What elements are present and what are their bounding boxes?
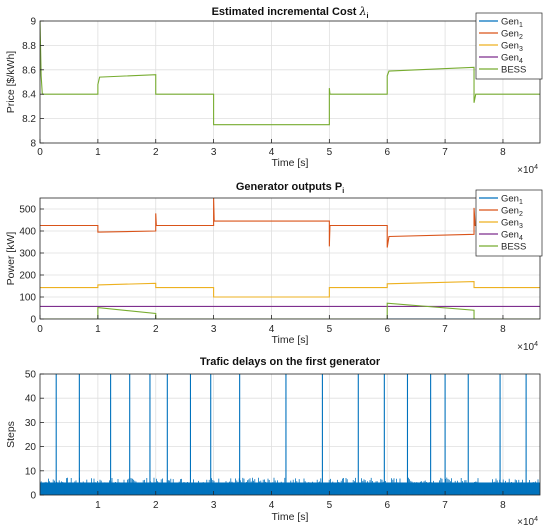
x-tick-label: 2 [153,147,159,158]
x-axis-label: Time [s] [272,334,309,346]
x-exponent-label: ×104 [517,341,538,353]
chart-title: Generator outputs Pi [236,181,344,195]
axes-box [39,373,541,496]
y-tick-label: 0 [30,315,36,326]
x-tick-label: 7 [442,324,448,335]
chart-panel-1: 0 1 2 3 4 5 6 7 8 8 8.2 8.4 8.6 8.8 9 ×104 Time [s] Price… [5,5,543,176]
x-tick-label: 0 [37,324,43,335]
y-tick-label: 8.6 [22,65,36,76]
chart-title: Estimated incremental Cost λi [212,5,369,20]
chart-panel-3: 1 2 3 4 5 6 7 8 0 10 20 30 40 50 ×104 Time [s] Steps Traf… [5,356,541,528]
y-tick-label: 200 [19,271,36,282]
x-exponent-label: ×104 [517,164,538,176]
x-tick-label: 4 [269,324,275,335]
x-tick-label: 6 [384,500,390,511]
axes-box [39,20,541,144]
legend-entry: Gen2 [501,29,523,42]
delay-noise-band [40,374,540,495]
y-tick-label: 40 [25,394,37,405]
axes-box [39,197,541,320]
x-tick-label: 7 [442,147,448,158]
x-tick-label: 5 [327,500,333,511]
x-tick-label: 4 [269,500,275,511]
series-line-gen2 [40,197,540,248]
legend-box [475,12,543,80]
plot-area [40,198,540,319]
plot-area [40,21,540,143]
series-line-gen3 [40,281,540,298]
x-tick-label: 8 [500,324,506,335]
x-tick-label: 1 [95,324,101,335]
y-tick-label: 8.8 [22,41,36,52]
chart-panel-2: 0 1 2 3 4 5 6 7 8 0 100 200 300 400 500 ×104 Time [s] Pow… [5,181,543,353]
legend-entry: BESS [501,65,526,76]
x-tick-label: 3 [211,147,217,158]
legend-entry: Gen3 [501,218,523,231]
y-tick-label: 10 [25,466,37,477]
series-line-bess [40,20,540,126]
x-tick-label: 6 [384,324,390,335]
y-tick-label: 500 [19,205,36,216]
x-axis-label: Time [s] [272,157,309,169]
y-axis-label: Steps [5,421,17,448]
y-tick-label: 8.2 [22,114,36,125]
y-tick-label: 300 [19,249,36,260]
x-tick-label: 1 [95,500,101,511]
x-tick-label: 2 [153,324,159,335]
legend-entry: Gen1 [501,17,523,30]
legend-entry: BESS [501,242,526,253]
y-tick-label: 0 [30,491,36,502]
y-tick-label: 30 [25,418,37,429]
x-tick-label: 8 [500,147,506,158]
plot-area [40,374,540,495]
x-tick-label: 4 [269,147,275,158]
y-tick-label: 9 [30,17,36,28]
legend-entry: Gen4 [501,230,523,243]
x-tick-label: 0 [37,147,43,158]
y-tick-label: 100 [19,293,36,304]
y-tick-label: 8 [30,139,36,150]
y-tick-label: 400 [19,227,36,238]
legend-entry: Gen1 [501,194,523,207]
y-axis-label: Price [$/kWh] [5,51,17,114]
y-tick-label: 50 [25,370,37,381]
x-axis-label: Time [s] [272,511,309,523]
x-tick-label: 3 [211,500,217,511]
x-tick-label: 5 [327,147,333,158]
x-tick-label: 3 [211,324,217,335]
x-exponent-label: ×104 [517,516,538,528]
chart-title: Trafic delays on the first generator [200,356,381,368]
x-tick-label: 8 [500,500,506,511]
x-tick-label: 6 [384,147,390,158]
y-axis-label: Power [kW] [5,232,17,286]
legend-entry: Gen4 [501,53,523,66]
x-tick-label: 2 [153,500,159,511]
y-tick-label: 20 [25,442,37,453]
y-tick-label: 8.4 [22,90,36,101]
legend-entry: Gen3 [501,41,523,54]
x-tick-label: 5 [327,324,333,335]
x-tick-label: 7 [442,500,448,511]
x-tick-label: 1 [95,147,101,158]
legend-box [475,189,543,257]
series-line-bess [40,302,540,319]
legend-entry: Gen2 [501,206,523,219]
